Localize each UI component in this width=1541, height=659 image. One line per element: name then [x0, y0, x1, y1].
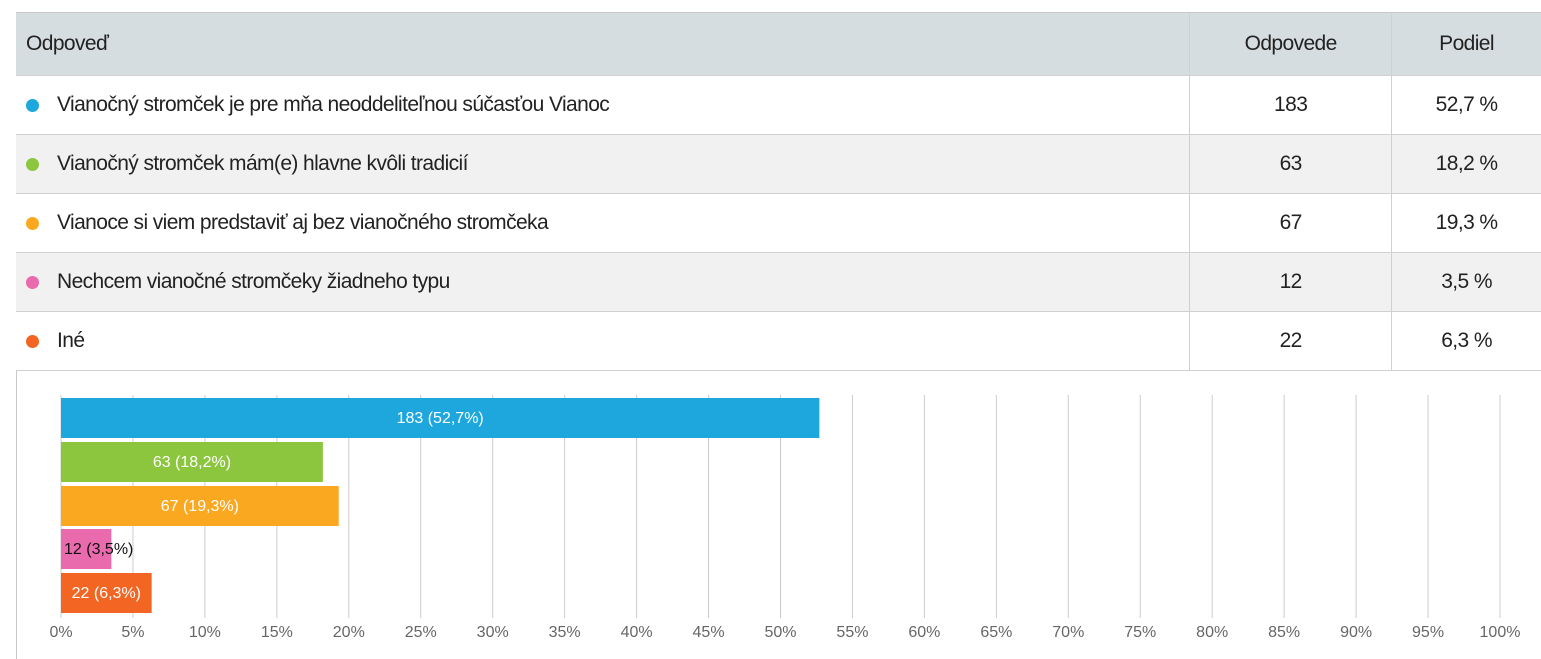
answer-text: Vianoce si viem predstaviť aj bez vianoč… — [57, 211, 549, 234]
bar-label: 67 (19,3%) — [161, 498, 239, 515]
count-cell: 22 — [1190, 312, 1393, 370]
share-cell: 19,3 % — [1435, 211, 1498, 234]
table-row: Nechcem vianočné stromčeky žiadneho typu… — [16, 253, 1541, 312]
color-dot — [26, 98, 39, 112]
x-tick-label: 60% — [908, 624, 940, 641]
bar-label: 63 (18,2%) — [153, 454, 231, 471]
answer-cell: Iné — [16, 312, 1191, 370]
answer-cell: Vianočný stromček je pre mňa neoddeliteľ… — [16, 76, 1191, 134]
x-tick-label: 50% — [764, 624, 796, 641]
bar — [61, 398, 820, 438]
header-cell: Podiel — [1439, 32, 1494, 55]
results-table: Odpoveď Odpovede Podiel Vianočný stromče… — [16, 12, 1541, 371]
bar — [61, 442, 323, 482]
bar — [61, 529, 112, 569]
x-tick-label: 100% — [1480, 624, 1521, 641]
table-row: Vianočný stromček mám(e) hlavne kvôli tr… — [16, 135, 1541, 194]
answer-text: Vianočný stromček je pre mňa neoddeliteľ… — [57, 93, 610, 116]
share-cell: 3,5 % — [1441, 270, 1492, 293]
share-cell: 6,3 % — [1441, 329, 1492, 352]
x-tick-label: 20% — [333, 624, 365, 641]
x-tick-label: 25% — [405, 624, 437, 641]
answer-text: Iné — [57, 329, 85, 352]
header-cell: Odpoveď — [16, 13, 1191, 75]
table-row: Vianoce si viem predstaviť aj bez vianoč… — [16, 194, 1541, 253]
x-tick-label: 0% — [49, 624, 72, 641]
x-tick-label: 10% — [189, 624, 221, 641]
x-tick-label: 35% — [549, 624, 581, 641]
table-header: Odpoveď Odpovede Podiel — [16, 12, 1541, 76]
x-tick-label: 45% — [693, 624, 725, 641]
table-row: Vianočný stromček je pre mňa neoddeliteľ… — [16, 76, 1541, 135]
answer-text: Nechcem vianočné stromčeky žiadneho typu — [57, 270, 450, 293]
x-tick-label: 30% — [477, 624, 509, 641]
x-tick-label: 70% — [1052, 624, 1084, 641]
bar-label: 22 (6,3%) — [72, 585, 141, 602]
color-dot — [26, 334, 39, 348]
count-cell: 63 — [1190, 135, 1393, 193]
answer-text: Vianočný stromček mám(e) hlavne kvôli tr… — [57, 152, 468, 175]
share-cell: 18,2 % — [1435, 152, 1498, 175]
x-tick-label: 65% — [980, 624, 1012, 641]
table-row: Iné 22 6,3 % — [16, 312, 1541, 371]
x-tick-label: 40% — [621, 624, 653, 641]
x-tick-label: 95% — [1412, 624, 1444, 641]
answer-cell: Vianoce si viem predstaviť aj bez vianoč… — [16, 194, 1191, 252]
header-cell: Odpovede — [1190, 13, 1393, 75]
count-cell: 12 — [1190, 253, 1393, 311]
x-tick-label: 85% — [1268, 624, 1300, 641]
count-cell: 183 — [1190, 76, 1393, 134]
x-tick-label: 90% — [1340, 624, 1372, 641]
share-cell: 52,7 % — [1435, 93, 1498, 116]
x-tick-label: 5% — [121, 624, 144, 641]
answer-cell: Nechcem vianočné stromčeky žiadneho typu — [16, 253, 1191, 311]
color-dot — [26, 216, 39, 230]
bar-label: 12 (3,5%) — [64, 541, 133, 558]
x-tick-label: 75% — [1124, 624, 1156, 641]
x-tick-label: 80% — [1196, 624, 1228, 641]
color-dot — [26, 275, 39, 289]
bar — [61, 573, 152, 613]
bar — [61, 486, 339, 526]
count-cell: 67 — [1190, 194, 1393, 252]
bar-label: 183 (52,7%) — [397, 410, 484, 427]
color-dot — [26, 157, 39, 171]
answer-cell: Vianočný stromček mám(e) hlavne kvôli tr… — [16, 135, 1191, 193]
x-tick-label: 55% — [836, 624, 868, 641]
x-tick-label: 15% — [261, 624, 293, 641]
